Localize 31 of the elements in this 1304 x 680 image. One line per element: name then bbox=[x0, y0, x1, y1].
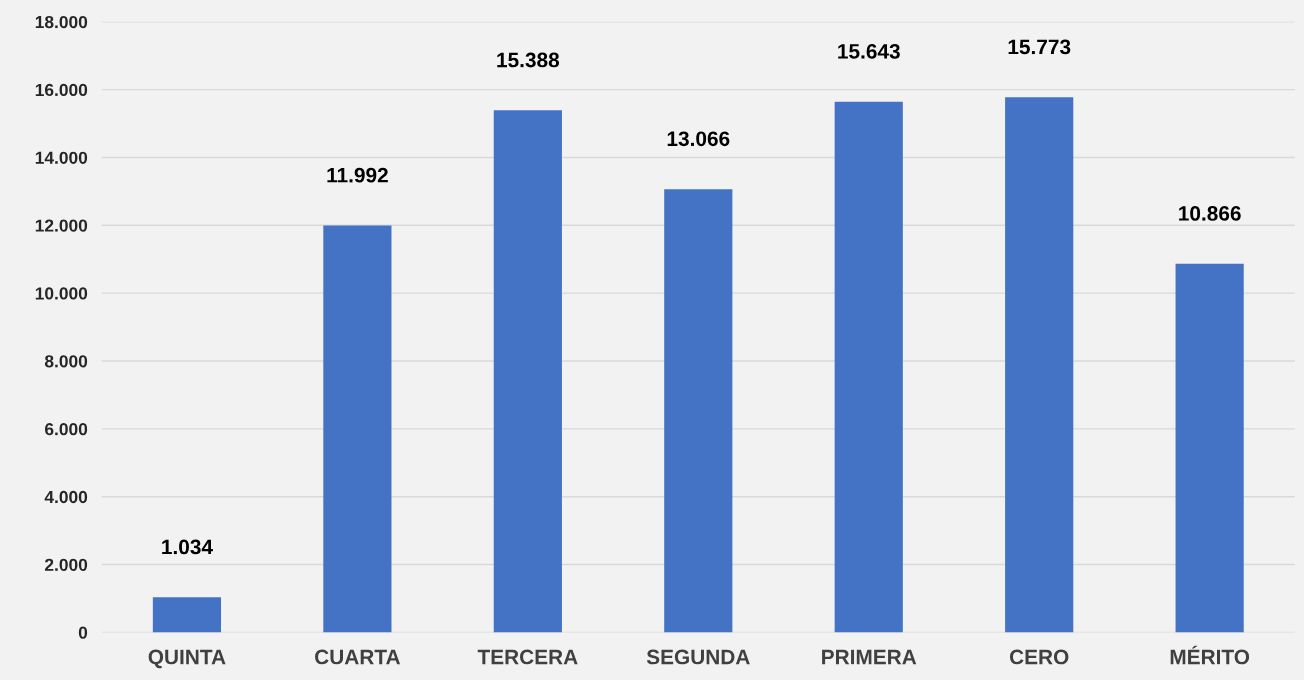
x-tick-label: MÉRITO bbox=[1170, 645, 1250, 665]
y-tick-label: 12.000 bbox=[35, 219, 88, 232]
y-tick-label: 14.000 bbox=[35, 151, 88, 164]
x-tick-label: TERCERA bbox=[477, 649, 578, 665]
y-tick-label: 10.000 bbox=[35, 287, 88, 300]
data-label: 13.066 bbox=[667, 131, 730, 147]
data-label: 15.643 bbox=[838, 43, 900, 59]
y-tick-label: 2.000 bbox=[44, 558, 88, 572]
bar bbox=[493, 110, 562, 633]
bar bbox=[1005, 97, 1074, 633]
x-tick-label: CUARTA bbox=[315, 649, 401, 665]
data-label: 10.866 bbox=[1179, 206, 1241, 221]
bar bbox=[664, 189, 733, 633]
y-tick-label: 8.000 bbox=[44, 355, 88, 368]
data-label: 15.388 bbox=[497, 52, 560, 68]
x-tick-label: CERO bbox=[1009, 649, 1069, 665]
y-tick-label: 16.000 bbox=[35, 83, 88, 97]
x-tick-label: SEGUNDA bbox=[646, 649, 750, 665]
bar bbox=[323, 225, 392, 633]
y-tick-label: 18.000 bbox=[35, 15, 88, 29]
y-tick-label: 6.000 bbox=[45, 423, 88, 436]
bar bbox=[834, 101, 903, 633]
y-tick-label: 0 bbox=[78, 626, 88, 639]
bar bbox=[1175, 263, 1244, 633]
x-tick-label: QUINTA bbox=[148, 649, 226, 669]
data-label: 15.773 bbox=[1008, 39, 1071, 55]
data-label: 1.034 bbox=[162, 539, 213, 555]
bar bbox=[152, 597, 222, 633]
x-tick-label: PRIMERA bbox=[822, 649, 917, 665]
y-tick-label: 4.000 bbox=[44, 490, 88, 504]
data-label: 11.992 bbox=[327, 167, 388, 183]
